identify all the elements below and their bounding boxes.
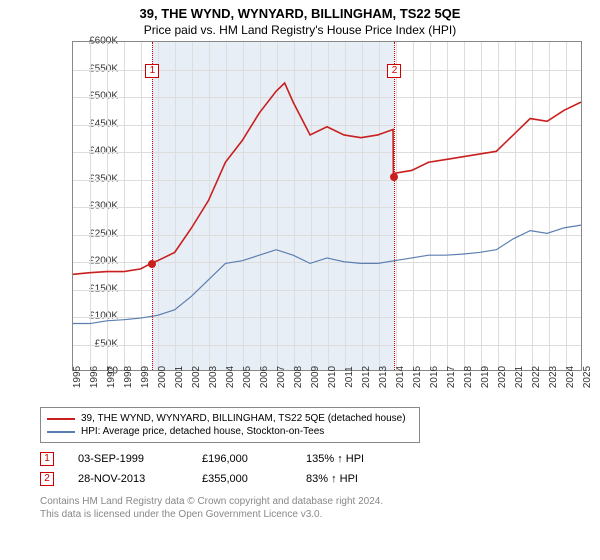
xtick: 2009: [310, 366, 321, 388]
xtick: 2018: [463, 366, 474, 388]
legend-label: HPI: Average price, detached house, Stoc…: [81, 426, 324, 437]
xtick: 2000: [157, 366, 168, 388]
legend-label: 39, THE WYND, WYNYARD, BILLINGHAM, TS22 …: [81, 413, 406, 424]
xtick: 2013: [378, 366, 389, 388]
footer-line1: Contains HM Land Registry data © Crown c…: [40, 495, 600, 508]
sale-marker: 1: [145, 64, 159, 78]
xtick: 2011: [344, 366, 355, 388]
xtick: 2014: [395, 366, 406, 388]
footer-line2: This data is licensed under the Open Gov…: [40, 508, 600, 521]
xtick: 2016: [429, 366, 440, 388]
xtick: 2017: [446, 366, 457, 388]
legend-item: HPI: Average price, detached house, Stoc…: [47, 425, 413, 438]
sale-date: 28-NOV-2013: [78, 473, 178, 485]
legend-item: 39, THE WYND, WYNYARD, BILLINGHAM, TS22 …: [47, 412, 413, 425]
sale-number-box: 2: [40, 472, 54, 486]
sale-delta: 83% ↑ HPI: [306, 473, 358, 485]
footer: Contains HM Land Registry data © Crown c…: [40, 495, 600, 521]
xtick: 2008: [293, 366, 304, 388]
sale-dot: [148, 260, 156, 268]
sale-number-box: 1: [40, 452, 54, 466]
page-title: 39, THE WYND, WYNYARD, BILLINGHAM, TS22 …: [0, 0, 600, 21]
xtick: 2002: [191, 366, 202, 388]
series-hpi: [73, 225, 581, 323]
sale-row: 2 28-NOV-2013 £355,000 83% ↑ HPI: [40, 469, 600, 489]
legend-swatch: [47, 418, 75, 420]
xtick: 1995: [72, 366, 83, 388]
xtick: 1997: [106, 366, 117, 388]
sale-delta: 135% ↑ HPI: [306, 453, 364, 465]
xtick: 2024: [565, 366, 576, 388]
xtick: 2001: [174, 366, 185, 388]
legend-swatch: [47, 431, 75, 433]
xtick: 1996: [89, 366, 100, 388]
xtick: 1999: [140, 366, 151, 388]
xtick: 2007: [276, 366, 287, 388]
sale-price: £355,000: [202, 473, 282, 485]
xtick: 2005: [242, 366, 253, 388]
xtick: 2022: [531, 366, 542, 388]
xtick: 2019: [480, 366, 491, 388]
legend: 39, THE WYND, WYNYARD, BILLINGHAM, TS22 …: [40, 407, 420, 443]
xtick: 2015: [412, 366, 423, 388]
sale-price: £196,000: [202, 453, 282, 465]
xtick: 1998: [123, 366, 134, 388]
xtick: 2003: [208, 366, 219, 388]
chart: £0£50K£100K£150K£200K£250K£300K£350K£400…: [36, 41, 596, 401]
xtick: 2025: [582, 366, 593, 388]
sale-dot: [390, 173, 398, 181]
sale-marker: 2: [387, 64, 401, 78]
xtick: 2020: [497, 366, 508, 388]
sale-row: 1 03-SEP-1999 £196,000 135% ↑ HPI: [40, 449, 600, 469]
plot-area: 12: [72, 41, 582, 371]
xtick: 2004: [225, 366, 236, 388]
xtick: 2010: [327, 366, 338, 388]
series-property: [73, 83, 581, 274]
xtick: 2023: [548, 366, 559, 388]
xtick: 2012: [361, 366, 372, 388]
xtick: 2006: [259, 366, 270, 388]
sale-date: 03-SEP-1999: [78, 453, 178, 465]
xtick: 2021: [514, 366, 525, 388]
